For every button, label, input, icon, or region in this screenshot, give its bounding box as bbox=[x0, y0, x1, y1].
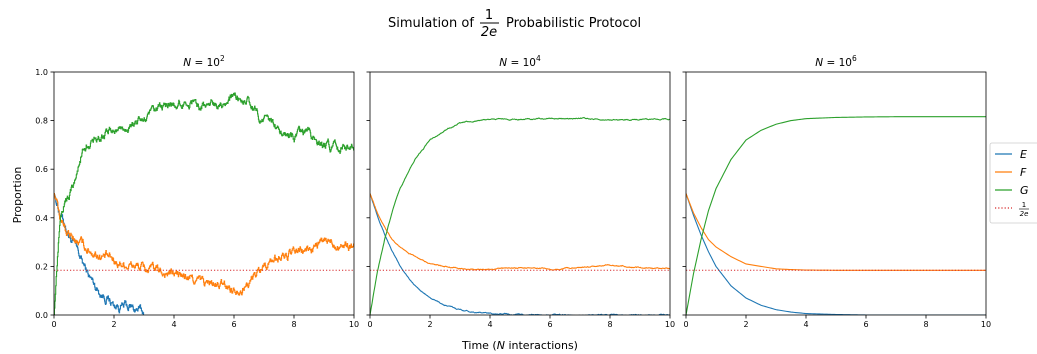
legend-label: E bbox=[1020, 148, 1027, 161]
series-line-f bbox=[54, 192, 354, 296]
legend-label: F bbox=[1020, 166, 1027, 179]
legend: EFG 12e bbox=[989, 142, 1037, 224]
x-tick-label: 2 bbox=[111, 320, 116, 329]
panel-title: N = 106 bbox=[815, 54, 857, 69]
axes-frame bbox=[369, 71, 671, 316]
x-tick-label: 4 bbox=[171, 320, 176, 329]
suptitle-suffix: Probabilistic Protocol bbox=[506, 16, 641, 31]
y-tick-label: 0.4 bbox=[35, 214, 48, 223]
series-line-g bbox=[54, 92, 354, 315]
x-tick-label: 4 bbox=[803, 320, 808, 329]
y-tick-label: 0.6 bbox=[35, 165, 48, 174]
legend-frac-den: 2e bbox=[1020, 210, 1029, 218]
x-tick-label: 8 bbox=[291, 320, 296, 329]
axes-frame bbox=[53, 71, 355, 316]
series-line-e bbox=[370, 193, 670, 315]
panel-n-1e6: N = 106 0 2 4 6 8 10 bbox=[682, 54, 991, 329]
x-tick-label: 10 bbox=[981, 320, 991, 329]
x-axis-label: Time (N interactions) bbox=[461, 339, 578, 352]
suptitle: Simulation of 1 2e Probabilistic Protoco… bbox=[388, 8, 641, 40]
x-tick-label: 4 bbox=[487, 320, 492, 329]
panel-title: N = 102 bbox=[183, 54, 225, 69]
panel-n-1e4: N = 104 0 2 4 6 8 10 bbox=[366, 54, 675, 329]
series-line-f bbox=[686, 193, 986, 271]
panel-n-1e2: N = 102 0 2 4 6 8 10 0.0 0.2 0.4 0.6 0.8 1.0 bbox=[35, 54, 359, 329]
x-tick-label: 0 bbox=[683, 320, 688, 329]
suptitle-frac-den: 2e bbox=[481, 25, 497, 40]
x-tick-label: 0 bbox=[51, 320, 56, 329]
y-tick-label: 0.8 bbox=[35, 117, 48, 126]
series-line-e bbox=[54, 192, 145, 315]
series-line-g bbox=[686, 116, 986, 315]
suptitle-prefix: Simulation of bbox=[388, 16, 474, 31]
legend-label: G bbox=[1020, 184, 1029, 197]
x-tick-label: 6 bbox=[547, 320, 552, 329]
x-tick-label: 2 bbox=[743, 320, 748, 329]
x-tick-label: 10 bbox=[349, 320, 359, 329]
y-axis-label: Proportion bbox=[11, 167, 24, 224]
legend-frac-num: 1 bbox=[1022, 201, 1026, 209]
suptitle-frac-num: 1 bbox=[485, 8, 493, 23]
x-tick-label: 0 bbox=[367, 320, 372, 329]
x-tick-label: 10 bbox=[665, 320, 675, 329]
series-line-e bbox=[686, 193, 986, 315]
legend-box bbox=[989, 142, 1037, 224]
panel-title: N = 104 bbox=[499, 54, 541, 69]
y-tick-label: 0.2 bbox=[35, 262, 48, 271]
axes-frame bbox=[685, 71, 987, 316]
x-tick-label: 6 bbox=[231, 320, 236, 329]
series-line-f bbox=[370, 193, 670, 271]
x-tick-label: 8 bbox=[607, 320, 612, 329]
x-tick-label: 8 bbox=[923, 320, 928, 329]
series-line-g bbox=[370, 116, 670, 315]
x-tick-label: 6 bbox=[863, 320, 868, 329]
y-tick-label: 1.0 bbox=[35, 68, 48, 77]
y-tick-label: 0.0 bbox=[35, 311, 48, 320]
x-tick-label: 2 bbox=[427, 320, 432, 329]
